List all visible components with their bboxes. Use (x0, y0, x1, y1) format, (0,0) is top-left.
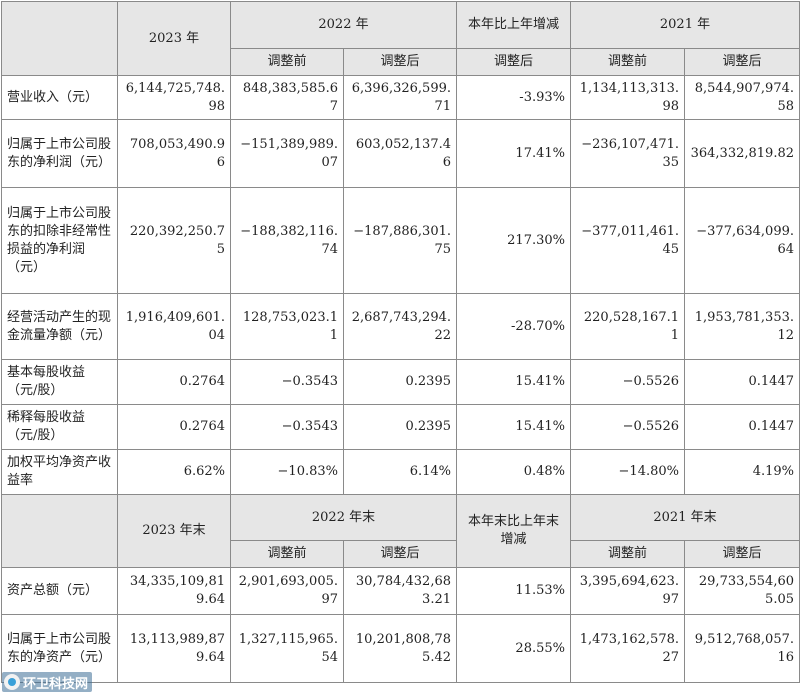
value-2021-after: 4.19% (684, 449, 800, 495)
header-change-after: 调整后 (456, 48, 571, 76)
value-2023: 220,392,250.75 (117, 187, 231, 294)
header-2022: 2022 年 (230, 1, 457, 49)
value-2022-after: 2,687,743,294.22 (343, 293, 457, 360)
row-label: 归属于上市公司股东的净资产（元） (1, 614, 118, 683)
header-2021: 2021 年 (570, 1, 800, 49)
row-label: 稀释每股收益（元/股） (1, 404, 118, 450)
value-change: 15.41% (456, 359, 571, 405)
value-2021-after: 364,332,819.82 (684, 119, 800, 188)
header-2021-end-before: 调整前 (570, 540, 685, 568)
header-row-sub-end: 调整前 调整后 调整前 调整后 (2, 540, 800, 568)
row-label: 资产总额（元） (1, 567, 118, 615)
value-2022-before: −0.3543 (230, 359, 344, 405)
value-2021-before: 220,528,167.11 (570, 293, 685, 360)
value-2022-end-before: 1,327,115,965.54 (230, 614, 344, 683)
row-label: 归属于上市公司股东的扣除非经常性损益的净利润（元） (1, 187, 118, 294)
watermark-text: 环卫科技网 (23, 676, 89, 692)
value-2023: 708,053,490.96 (117, 119, 231, 188)
value-change: 0.48% (456, 449, 571, 495)
value-2022-end-after: 30,784,432,683.21 (343, 567, 457, 615)
row-label: 加权平均净资产收益率 (1, 449, 118, 495)
table-row: 归属于上市公司股东的净资产（元） 13,113,989,879.64 1,327… (1, 614, 800, 683)
table-row: 稀释每股收益（元/股） 0.2764 −0.3543 0.2395 15.41%… (1, 404, 800, 450)
corner-cell (1, 494, 118, 568)
value-2022-before: 128,753,023.11 (230, 293, 344, 360)
header-row-years: 2023 年 2022 年 本年比上年增减 2021 年 (1, 1, 800, 76)
header-row-sub: 调整前 调整后 调整后 调整前 调整后 (2, 48, 800, 76)
value-2021-after: 8,544,907,974.58 (684, 75, 800, 120)
row-label: 营业收入（元） (1, 75, 118, 120)
value-2022-after: 603,052,137.46 (343, 119, 457, 188)
value-2022-before: 848,383,585.67 (230, 75, 344, 120)
value-2023-end: 34,335,109,819.64 (117, 567, 231, 615)
header-change-end: 本年末比上年末增减 (456, 494, 571, 568)
value-2021-after: 1,953,781,353.12 (684, 293, 800, 360)
header-2022-end-before: 调整前 (230, 540, 344, 568)
value-2021-end-before: 3,395,694,623.97 (570, 567, 685, 615)
header-2021-before: 调整前 (570, 48, 685, 76)
row-label: 归属于上市公司股东的净利润（元） (1, 119, 118, 188)
value-2021-after: 0.1447 (684, 359, 800, 405)
value-change-end: 28.55% (456, 614, 571, 683)
header-2021-end-after: 调整后 (684, 540, 800, 568)
value-2022-after: 0.2395 (343, 359, 457, 405)
value-change: 217.30% (456, 187, 571, 294)
table-row: 基本每股收益（元/股） 0.2764 −0.3543 0.2395 15.41%… (1, 359, 800, 405)
corner-cell (1, 1, 118, 76)
value-2021-end-before: 1,473,162,578.27 (570, 614, 685, 683)
table-row: 营业收入（元） 6,144,725,748.98 848,383,585.67 … (1, 75, 800, 120)
value-2022-before: −151,389,989.07 (230, 119, 344, 188)
value-change: -3.93% (456, 75, 571, 120)
value-2021-end-after: 9,512,768,057.16 (684, 614, 800, 683)
value-change: 15.41% (456, 404, 571, 450)
value-2021-before: −0.5526 (570, 404, 685, 450)
table-row: 归属于上市公司股东的扣除非经常性损益的净利润（元） 220,392,250.75… (1, 187, 800, 294)
table-row: 归属于上市公司股东的净利润（元） 708,053,490.96 −151,389… (1, 119, 800, 188)
header-2023: 2023 年 (117, 1, 231, 76)
value-2021-before: −0.5526 (570, 359, 685, 405)
value-2021-after: −377,634,099.64 (684, 187, 800, 294)
row-label: 经营活动产生的现金流量净额（元） (1, 293, 118, 360)
value-2022-after: 0.2395 (343, 404, 457, 450)
header-2023-end: 2023 年末 (117, 494, 231, 568)
value-change-end: 11.53% (456, 567, 571, 615)
header-2021-after: 调整后 (684, 48, 800, 76)
value-2022-after: 6.14% (343, 449, 457, 495)
value-2023: 0.2764 (117, 359, 231, 405)
value-change: 17.41% (456, 119, 571, 188)
value-2022-end-before: 2,901,693,005.97 (230, 567, 344, 615)
value-2022-after: −187,886,301.75 (343, 187, 457, 294)
header-row-years-end: 2023 年末 2022 年末 本年末比上年末增减 2021 年末 (1, 494, 800, 568)
value-2022-after: 6,396,326,599.71 (343, 75, 457, 120)
value-2021-end-after: 29,733,554,605.05 (684, 567, 800, 615)
value-2023-end: 13,113,989,879.64 (117, 614, 231, 683)
value-2022-before: −10.83% (230, 449, 344, 495)
watermark-logo-icon (4, 674, 20, 690)
value-2023: 1,916,409,601.04 (117, 293, 231, 360)
value-2021-before: −236,107,471.35 (570, 119, 685, 188)
value-2021-before: 1,134,113,313.98 (570, 75, 685, 120)
value-2023: 0.2764 (117, 404, 231, 450)
header-2022-after: 调整后 (343, 48, 457, 76)
value-2021-after: 0.1447 (684, 404, 800, 450)
header-2021-end: 2021 年末 (570, 494, 800, 541)
value-2023: 6,144,725,748.98 (117, 75, 231, 120)
value-2023: 6.62% (117, 449, 231, 495)
table-row: 资产总额（元） 34,335,109,819.64 2,901,693,005.… (1, 567, 800, 615)
value-2022-before: −188,382,116.74 (230, 187, 344, 294)
table-row: 经营活动产生的现金流量净额（元） 1,916,409,601.04 128,75… (1, 293, 800, 360)
value-2022-end-after: 10,201,808,785.42 (343, 614, 457, 683)
watermark: 环卫科技网 (2, 672, 93, 692)
value-2022-before: −0.3543 (230, 404, 344, 450)
header-change: 本年比上年增减 (456, 1, 571, 49)
table-row: 加权平均净资产收益率 6.62% −10.83% 6.14% 0.48% −14… (1, 449, 800, 495)
header-2022-end: 2022 年末 (230, 494, 457, 541)
header-2022-end-after: 调整后 (343, 540, 457, 568)
value-change: -28.70% (456, 293, 571, 360)
row-label: 基本每股收益（元/股） (1, 359, 118, 405)
header-2022-before: 调整前 (230, 48, 344, 76)
value-2021-before: −14.80% (570, 449, 685, 495)
value-2021-before: −377,011,461.45 (570, 187, 685, 294)
